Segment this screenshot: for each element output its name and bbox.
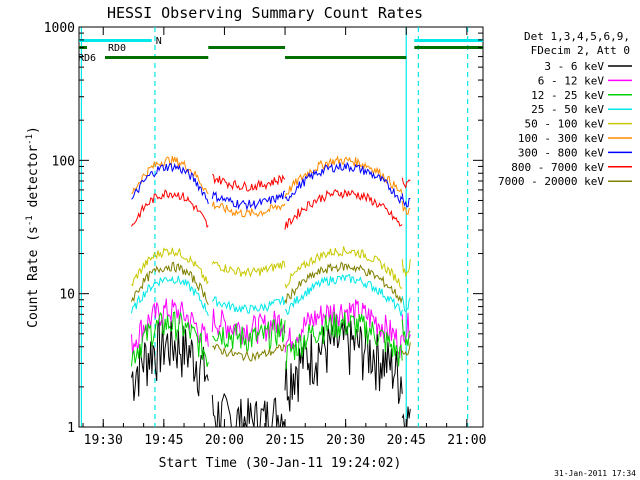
series-line [284, 261, 403, 304]
series-line [131, 156, 209, 195]
flag-label-rd0: RD0 [108, 43, 126, 54]
x-tick-label: 21:00 [447, 433, 486, 448]
legend-label: 100 - 300 keV [518, 132, 604, 145]
series-line [212, 318, 286, 354]
legend-label: 7000 - 20000 keV [498, 175, 604, 188]
y-tick-label: 1 [67, 421, 75, 436]
y-axis-label-sup2: -1 [25, 134, 35, 145]
x-tick-label: 20:00 [205, 433, 244, 448]
series-line [131, 189, 209, 228]
flag-bar-rd0 [414, 46, 483, 49]
series-line [131, 162, 209, 205]
legend-label: 50 - 100 keV [525, 118, 605, 131]
series-line [284, 155, 403, 198]
series-line [212, 343, 286, 362]
x-tick-label: 20:30 [326, 433, 365, 448]
legend-label: 300 - 800 keV [518, 146, 604, 159]
y-axis-label-mid: detector [26, 145, 41, 216]
legend-label: 25 - 50 keV [531, 103, 604, 116]
y-tick-label: 100 [52, 154, 75, 169]
flag-bar-night [79, 39, 152, 42]
plot-frame [78, 26, 484, 428]
series-line [401, 259, 411, 278]
series-line [401, 342, 411, 356]
legend-label: 800 - 7000 keV [511, 161, 604, 174]
x-tick-label: 20:15 [265, 433, 304, 448]
y-axis-label-main: Count Rate (s [26, 226, 41, 328]
y-tick-label: 1000 [44, 21, 75, 36]
series-line [401, 193, 411, 208]
flag-label-rd6: RD6 [78, 53, 96, 64]
flag-bar-rd6 [105, 56, 209, 59]
legend-label: 3 - 6 keV [544, 60, 604, 73]
x-axis-label: Start Time (30-Jan-11 19:24:02) [159, 456, 402, 471]
series-line [284, 188, 403, 230]
x-tick-label: 20:45 [387, 433, 426, 448]
series-line [211, 296, 286, 314]
legend-label: 12 - 25 keV [531, 89, 604, 102]
x-tick-label: 19:45 [144, 433, 183, 448]
x-tick-label: 19:30 [84, 433, 123, 448]
series-line [131, 298, 209, 356]
series-line [212, 173, 286, 192]
y-axis-label: Count Rate (s-1 detector-1) [25, 126, 41, 328]
series-layer [131, 155, 411, 428]
x-axis: 19:30 19:45 20:00 20:15 20:30 20:45 21:00 [82, 27, 486, 448]
y-axis-label-sup1: -1 [25, 215, 35, 226]
series-line [131, 261, 209, 305]
series-line [211, 190, 286, 211]
y-tick-label: 10 [59, 288, 75, 303]
series-line [284, 161, 403, 205]
series-line [211, 392, 286, 428]
series-line [211, 201, 286, 218]
series-line [131, 319, 209, 401]
series-line [401, 177, 411, 189]
legend-header-line2: FDecim 2, Att 0 [531, 44, 630, 57]
legend-label: 6 - 12 keV [538, 74, 605, 87]
series-line [284, 274, 403, 317]
flag-label-night: N [156, 36, 162, 47]
series-line [284, 246, 403, 289]
series-line [401, 201, 411, 215]
flag-layer: N RD0 RD6 [78, 27, 483, 427]
flag-bar-night [414, 39, 483, 42]
timestamp: 31-Jan-2011 17:34 [554, 469, 636, 478]
series-line [401, 295, 411, 313]
legend-header-line1: Det 1,3,4,5,6,9, [524, 30, 630, 43]
flag-bar-rd6 [285, 56, 407, 59]
flag-bar-rd0 [208, 46, 286, 49]
series-line [131, 275, 209, 317]
series-line [131, 311, 209, 367]
series-line [211, 260, 286, 278]
chart-title: HESSI Observing Summary Count Rates [107, 4, 423, 22]
series-line [284, 311, 403, 370]
series-line [131, 247, 209, 287]
y-axis-label-end: ) [26, 126, 41, 134]
y-axis: 1 10 100 1000 [44, 21, 483, 436]
series-line [401, 319, 411, 346]
